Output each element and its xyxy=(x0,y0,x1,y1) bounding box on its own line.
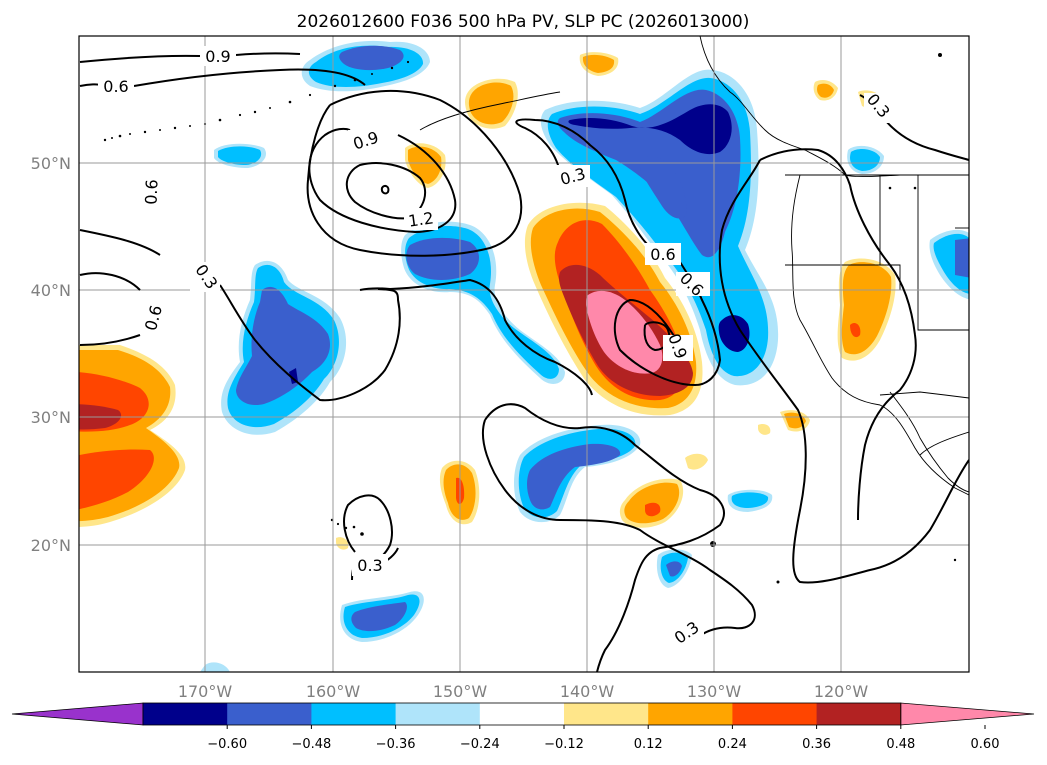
colorbar-segment xyxy=(479,703,565,725)
graticule xyxy=(79,36,969,672)
contour-label: 0.9 xyxy=(205,47,230,66)
contour-low-0p9 xyxy=(308,127,457,234)
chart-title: 2026012600 F036 500 hPa PV, SLP PC (2026… xyxy=(297,12,750,32)
colorbar-tick-label: 0.36 xyxy=(802,737,831,752)
colorbar-extend-max xyxy=(900,702,1035,726)
colorbar-tick-label: 0.12 xyxy=(634,737,663,752)
contour-label: 0.6 xyxy=(142,179,162,205)
contour-0p9-top xyxy=(79,54,201,63)
colorbar-tick-label: 0.60 xyxy=(971,737,1000,752)
colorbar-segment xyxy=(395,703,481,725)
contour-label: 0.6 xyxy=(103,77,128,96)
contour-labels: 0.9 0.6 0.6 0.9 1.2 0.3 0.6 0.6 0.9 0.3 … xyxy=(98,46,894,648)
map-panel: 0.9 0.6 0.6 0.9 1.2 0.3 0.6 0.6 0.9 0.3 … xyxy=(79,36,969,672)
colorbar: −0.60 −0.48 −0.36 −0.24 −0.12 0.12 0.24 0.36 0.4… xyxy=(11,702,1035,752)
lat-label: 40°N xyxy=(31,281,71,300)
contour-0p6-coast xyxy=(718,159,969,584)
lat-label: 30°N xyxy=(31,408,71,427)
latitude-labels: 50°N 40°N 30°N 20°N xyxy=(31,154,71,555)
colorbar-tick-label: −0.48 xyxy=(291,737,331,752)
contour-label: 0.3 xyxy=(357,556,382,575)
contour-0p3-low xyxy=(79,229,161,256)
colorbar-outline xyxy=(142,702,902,726)
lat-label: 20°N xyxy=(31,536,71,555)
contour-0p6-left xyxy=(79,272,141,291)
colorbar-segment xyxy=(227,703,312,725)
contour-0p3-south xyxy=(484,403,725,672)
colorbar-segment xyxy=(564,703,649,725)
contour-low-1p2 xyxy=(345,162,427,220)
contour-0p3-hawaii xyxy=(343,494,393,563)
lon-label: 140°W xyxy=(560,682,615,701)
slp-contours xyxy=(79,52,969,672)
us-mexico-border xyxy=(879,391,969,399)
alaska-coast xyxy=(699,36,969,178)
lon-label: 130°W xyxy=(687,682,742,701)
colorbar-segment xyxy=(816,703,902,725)
longitude-labels: 170°W 160°W 150°W 140°W 130°W 120°W xyxy=(178,682,869,701)
colorbar-extend-min xyxy=(11,702,144,726)
contour-label: 0.6 xyxy=(650,245,675,264)
colorbar-tick-label: −0.36 xyxy=(376,737,416,752)
lon-label: 120°W xyxy=(814,682,869,701)
colorbar-segment xyxy=(143,703,228,725)
lon-label: 150°W xyxy=(433,682,488,701)
colorbar-tick-label: −0.60 xyxy=(207,737,247,752)
colorbar-segment xyxy=(311,703,397,725)
lon-label: 160°W xyxy=(306,682,361,701)
colorbar-tick-label: −0.12 xyxy=(544,737,584,752)
contour-0p3-top-right xyxy=(515,118,656,251)
colorbar-tick-label: −0.24 xyxy=(460,737,500,752)
contour-label: 1.2 xyxy=(407,208,435,230)
colorbar-tick-label: 0.24 xyxy=(718,737,747,752)
north-america-coast xyxy=(791,174,969,496)
contour-0p6-mid xyxy=(613,261,722,387)
contour-0p6-outer xyxy=(306,90,523,257)
colorbar-segment xyxy=(732,703,818,725)
map-frame xyxy=(78,35,970,673)
lat-label: 50°N xyxy=(31,154,71,173)
colorbar-segment xyxy=(648,703,733,725)
colorbar-tick-label: 0.48 xyxy=(886,737,915,752)
coastlines xyxy=(419,36,969,496)
lon-label: 170°W xyxy=(178,682,233,701)
baja-coast xyxy=(889,391,969,493)
